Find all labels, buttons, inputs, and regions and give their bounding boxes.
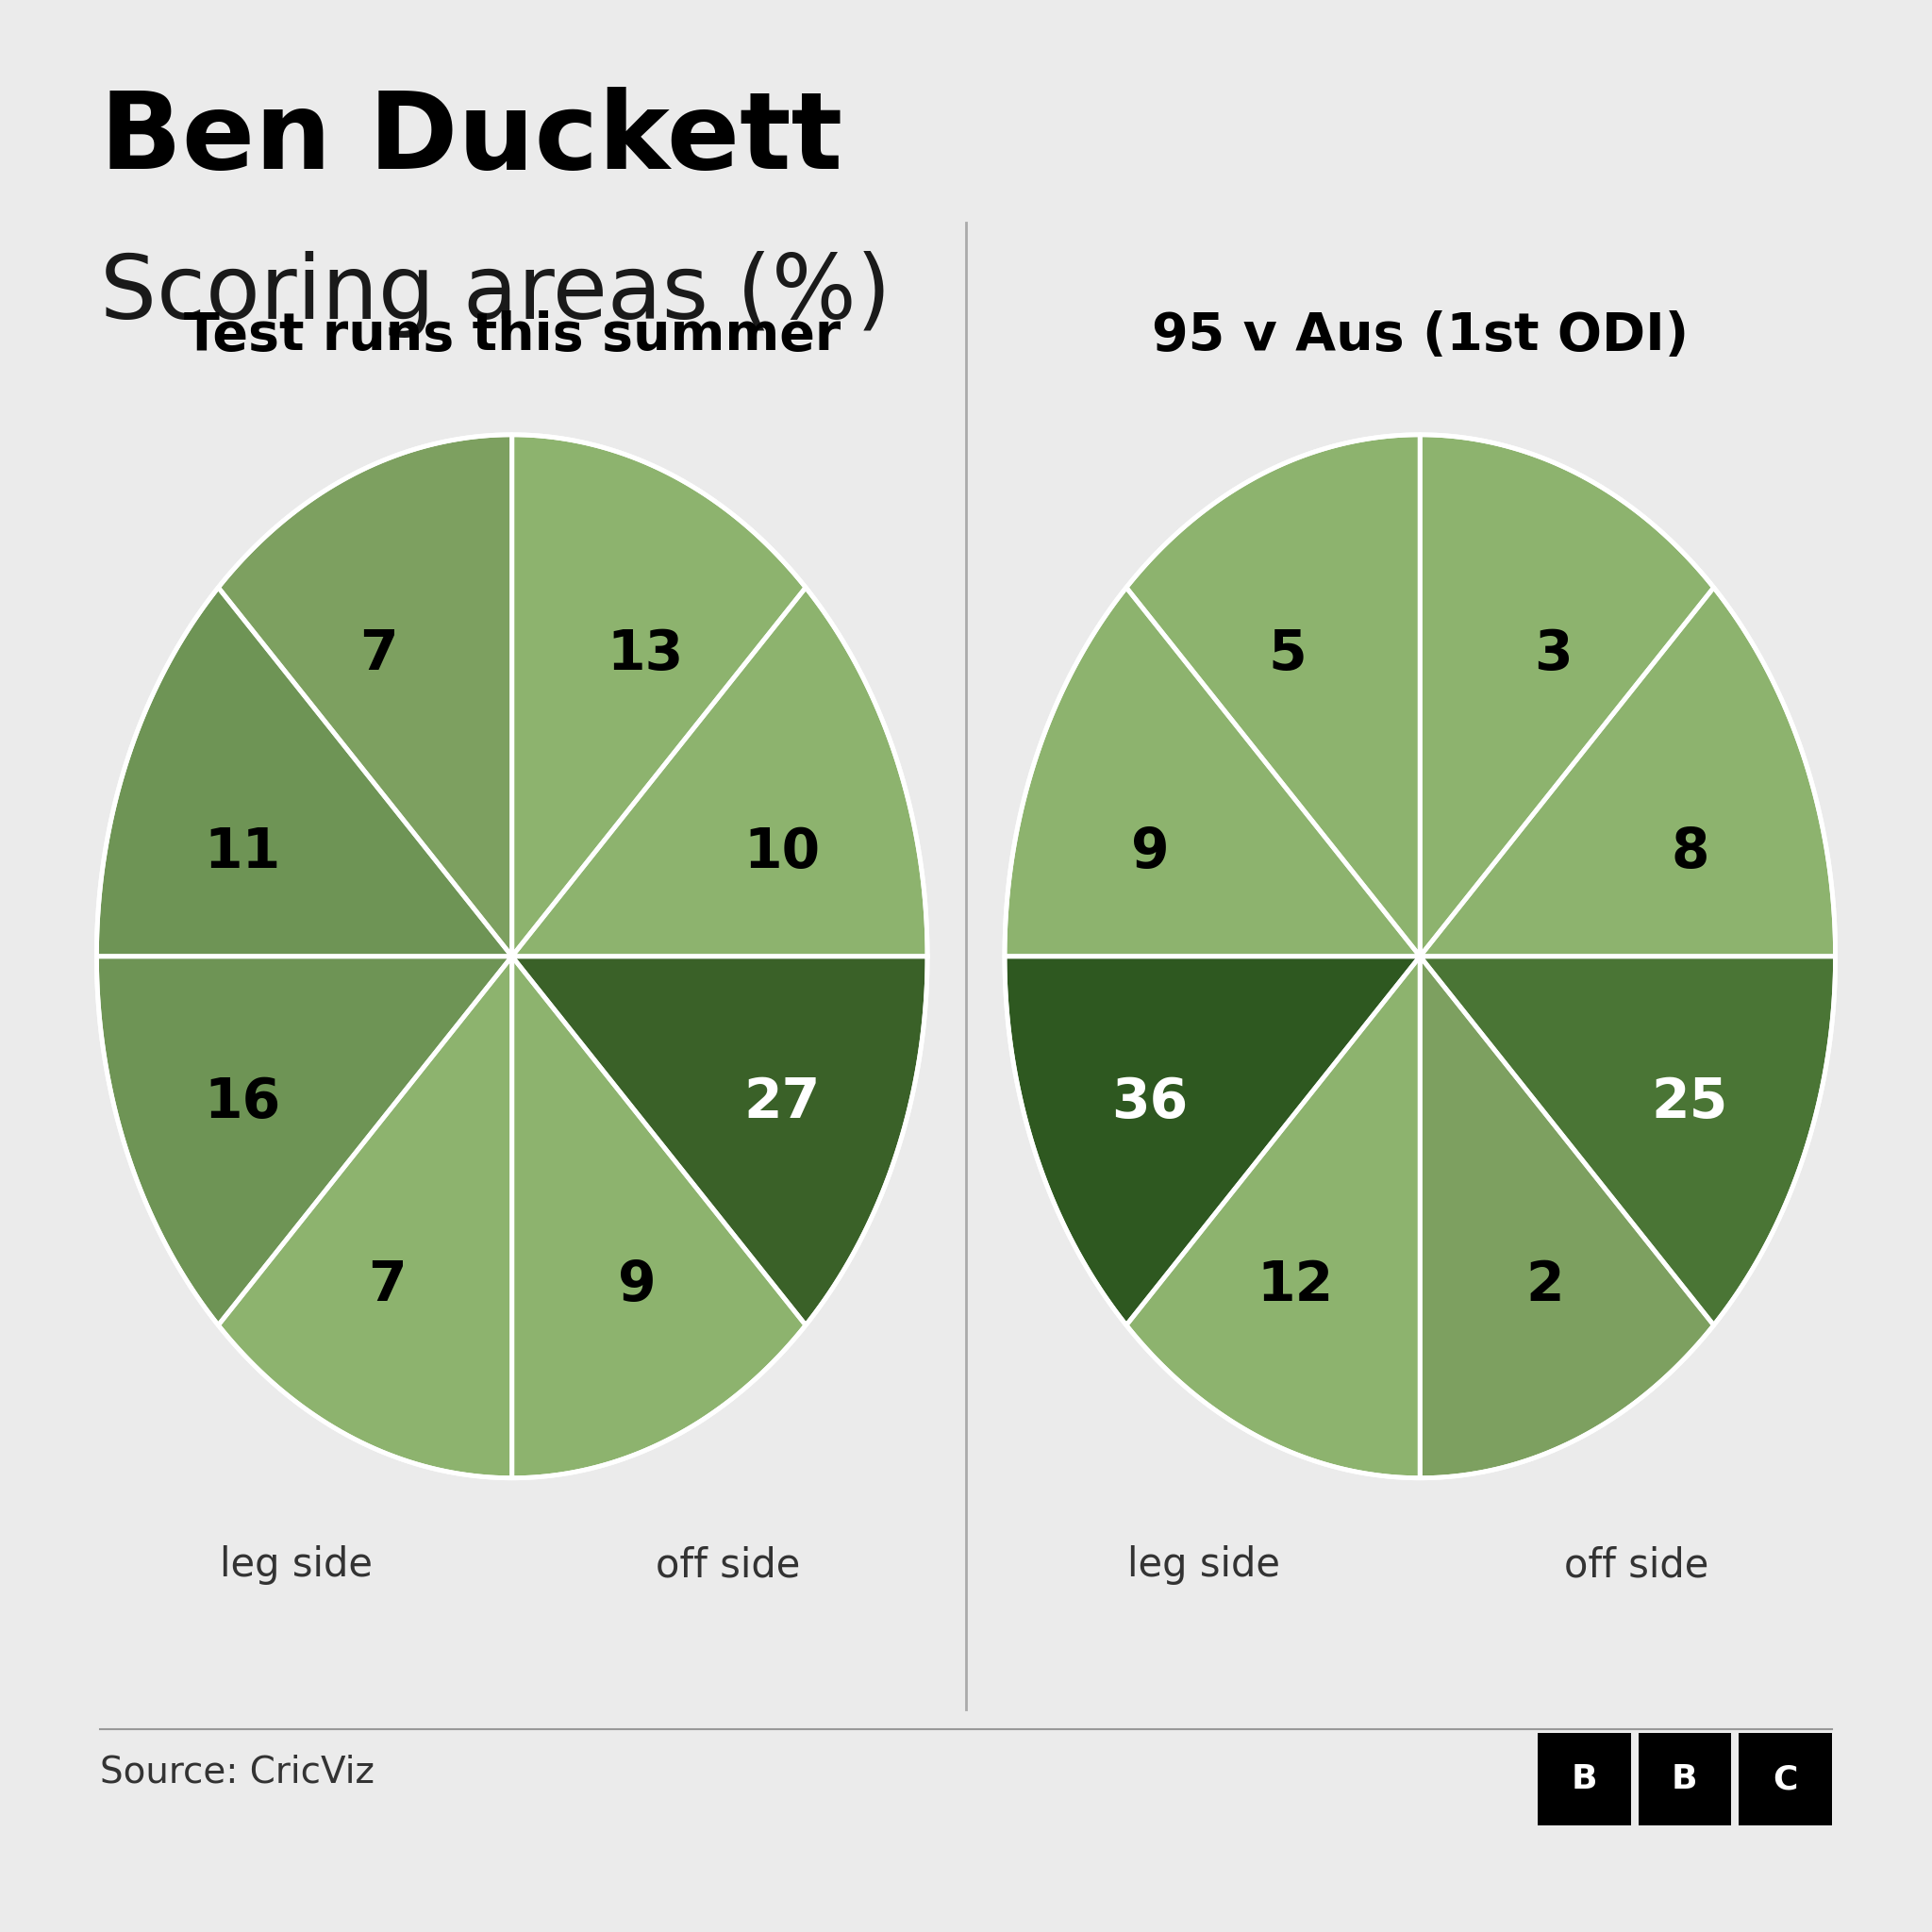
Bar — [1739, 1733, 1832, 1826]
Polygon shape — [1420, 587, 1835, 956]
Text: 12: 12 — [1258, 1258, 1333, 1312]
Text: 7: 7 — [359, 626, 398, 680]
Polygon shape — [97, 956, 512, 1325]
Polygon shape — [1005, 587, 1420, 956]
Text: Ben Duckett: Ben Duckett — [100, 87, 842, 191]
Text: Scoring areas (%): Scoring areas (%) — [100, 251, 891, 338]
Text: off side: off side — [655, 1546, 800, 1586]
Text: 7: 7 — [369, 1258, 406, 1312]
Text: 36: 36 — [1111, 1076, 1188, 1130]
Text: 25: 25 — [1652, 1076, 1729, 1130]
Text: 27: 27 — [744, 1076, 821, 1130]
Bar — [1638, 1733, 1731, 1826]
Polygon shape — [512, 956, 927, 1325]
Text: 95 v Aus (1st ODI): 95 v Aus (1st ODI) — [1151, 311, 1689, 361]
Text: B: B — [1671, 1764, 1698, 1795]
Polygon shape — [218, 435, 512, 956]
Text: 11: 11 — [203, 825, 280, 879]
Text: 3: 3 — [1534, 626, 1573, 680]
Polygon shape — [1126, 956, 1420, 1478]
Polygon shape — [1420, 435, 1714, 956]
Text: 2: 2 — [1526, 1258, 1563, 1312]
Text: leg side: leg side — [1128, 1546, 1281, 1586]
Text: B: B — [1571, 1764, 1598, 1795]
Text: 13: 13 — [607, 626, 684, 680]
Text: 9: 9 — [1130, 825, 1169, 879]
Text: leg side: leg side — [220, 1546, 373, 1586]
Text: off side: off side — [1563, 1546, 1708, 1586]
Polygon shape — [1005, 956, 1420, 1325]
Text: Test runs this summer: Test runs this summer — [184, 311, 840, 361]
Polygon shape — [97, 587, 512, 956]
Text: 9: 9 — [618, 1258, 655, 1312]
Polygon shape — [218, 956, 512, 1478]
Text: 10: 10 — [744, 825, 821, 879]
Text: 5: 5 — [1267, 626, 1306, 680]
Bar — [1538, 1733, 1631, 1826]
Polygon shape — [1420, 956, 1835, 1325]
Polygon shape — [1420, 956, 1714, 1478]
Polygon shape — [512, 956, 806, 1478]
Polygon shape — [512, 435, 806, 956]
Text: 8: 8 — [1671, 825, 1710, 879]
Text: Source: CricViz: Source: CricViz — [100, 1754, 375, 1791]
Text: C: C — [1774, 1764, 1797, 1795]
Polygon shape — [1126, 435, 1420, 956]
Text: 16: 16 — [203, 1076, 280, 1130]
Polygon shape — [512, 587, 927, 956]
